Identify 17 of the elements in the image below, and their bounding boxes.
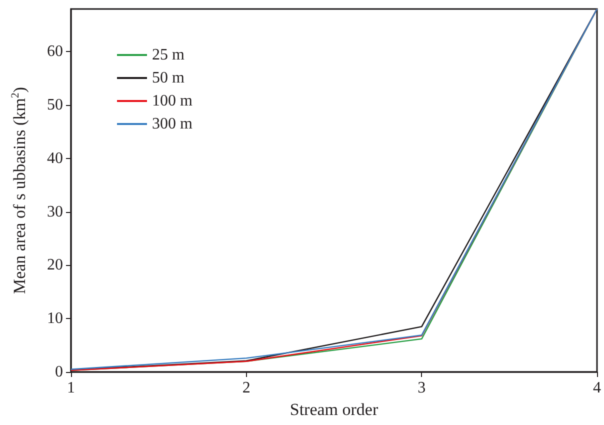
x-tick-label: 1	[67, 380, 75, 396]
x-tick-label: 2	[242, 380, 250, 396]
legend-label: 300 m	[152, 116, 193, 132]
x-tick-label: 3	[418, 380, 426, 396]
y-tick-label: 60	[47, 43, 63, 60]
legend-label: 100 m	[152, 92, 193, 110]
y-tick-label: 50	[47, 96, 63, 114]
legend-label: 25 m	[152, 46, 185, 64]
y-tick-label: 20	[47, 256, 63, 274]
y-tick-label: 30	[47, 203, 63, 220]
legend-label: 50 m	[152, 70, 185, 86]
x-tick-label: 4	[593, 380, 601, 396]
y-tick-label: 10	[47, 310, 63, 328]
y-tick-label: 40	[47, 150, 63, 167]
y-tick-label: 0	[55, 364, 63, 380]
x-axis-title: Stream order	[290, 400, 378, 419]
y-axis-title: Mean area of s ubbasins (km2)	[10, 86, 29, 294]
